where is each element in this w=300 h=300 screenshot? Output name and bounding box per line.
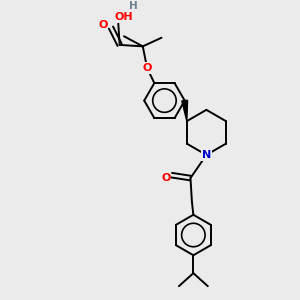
Text: N: N	[202, 150, 211, 160]
Text: O: O	[161, 173, 171, 183]
Text: O: O	[142, 63, 152, 73]
Text: OH: OH	[114, 12, 133, 22]
Polygon shape	[182, 100, 188, 121]
Text: H: H	[129, 1, 138, 10]
Text: O: O	[98, 20, 108, 30]
